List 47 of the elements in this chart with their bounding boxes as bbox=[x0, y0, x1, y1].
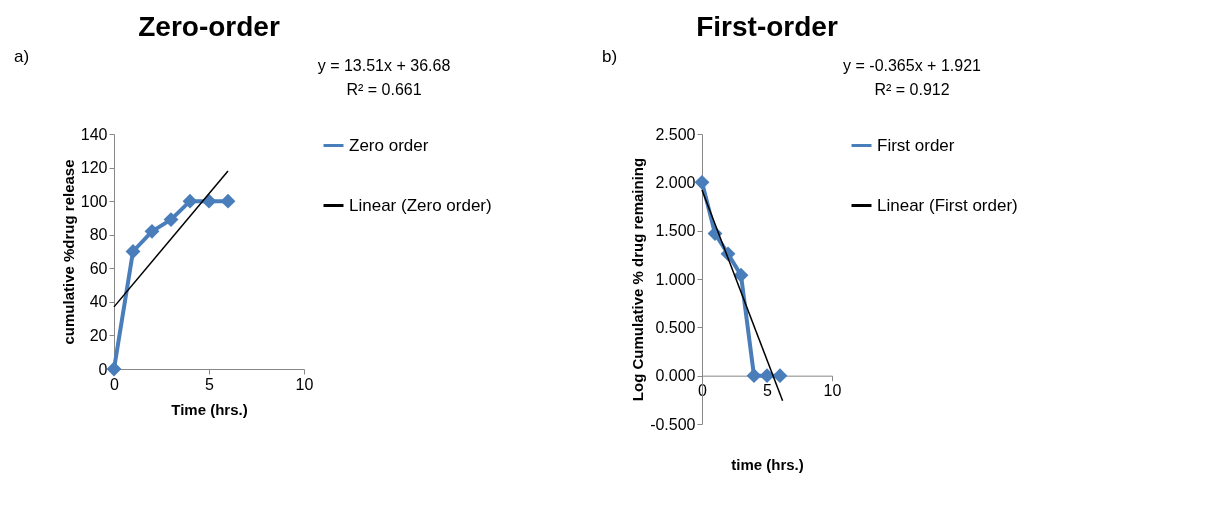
x-tick-label: 10 bbox=[295, 375, 314, 393]
x-axis-title: Time (hrs.) bbox=[171, 400, 248, 418]
y-tick-label: 1.000 bbox=[655, 270, 696, 288]
point bbox=[106, 361, 122, 377]
point bbox=[733, 267, 749, 283]
point bbox=[694, 174, 710, 190]
legend-label: Linear (Zero order) bbox=[349, 195, 492, 215]
y-tick-label: 100 bbox=[80, 192, 108, 210]
x-tick-label: 0 bbox=[110, 375, 120, 393]
y-tick-label: 2.000 bbox=[655, 173, 696, 191]
y-axis-title: Log Cumulative % drug remaining bbox=[629, 157, 647, 402]
y-tick-label: 0.000 bbox=[655, 367, 696, 385]
point bbox=[163, 212, 179, 228]
y-tick-label: 20 bbox=[89, 326, 108, 344]
legend-label: Zero order bbox=[349, 135, 429, 155]
text: R² = 0.912 bbox=[874, 81, 950, 98]
y-tick-label: 0 bbox=[98, 360, 108, 378]
y-tick-label: 1.500 bbox=[655, 222, 696, 240]
point bbox=[220, 193, 236, 209]
point bbox=[144, 223, 160, 239]
text: y = -0.365x + 1.921 bbox=[843, 57, 982, 74]
legend-label: First order bbox=[877, 135, 955, 155]
text: y = 13.51x + 36.68 bbox=[317, 57, 451, 74]
legend-label: Linear (First order) bbox=[877, 195, 1018, 215]
point bbox=[759, 368, 775, 384]
text: a) bbox=[14, 47, 30, 66]
text: b) bbox=[602, 47, 618, 66]
y-tick-label: 0.500 bbox=[655, 318, 696, 336]
point bbox=[182, 193, 198, 209]
chart-title: Zero-order bbox=[138, 11, 280, 42]
y-tick-label: 60 bbox=[89, 259, 108, 277]
y-tick-label: 40 bbox=[89, 293, 108, 311]
x-tick-label: 5 bbox=[763, 382, 773, 400]
chart-title: First-order bbox=[696, 11, 838, 42]
point bbox=[201, 193, 217, 209]
x-axis-title: time (hrs.) bbox=[731, 455, 804, 473]
y-tick-label: 2.500 bbox=[655, 125, 696, 143]
text: R² = 0.661 bbox=[346, 81, 422, 98]
x-tick-label: 10 bbox=[823, 382, 842, 400]
y-axis-title: cumulative %drug release bbox=[59, 159, 77, 345]
y-tick-label: 140 bbox=[80, 125, 108, 143]
x-tick-label: 5 bbox=[205, 375, 215, 393]
y-tick-label: 80 bbox=[89, 226, 108, 244]
y-tick-label: -0.500 bbox=[650, 415, 696, 433]
point bbox=[772, 368, 788, 384]
y-tick-label: 120 bbox=[80, 159, 108, 177]
point bbox=[746, 368, 762, 384]
